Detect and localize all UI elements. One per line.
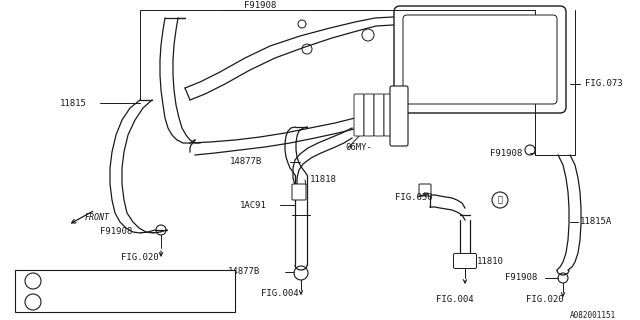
- Text: 06MY-: 06MY-: [345, 143, 372, 153]
- Text: F91908: F91908: [505, 274, 537, 283]
- Text: ①: ①: [497, 196, 502, 204]
- Text: ①: ①: [30, 298, 36, 307]
- FancyBboxPatch shape: [384, 94, 394, 136]
- Text: FRONT: FRONT: [85, 213, 110, 222]
- FancyBboxPatch shape: [394, 6, 566, 113]
- FancyBboxPatch shape: [454, 253, 477, 268]
- FancyBboxPatch shape: [403, 15, 557, 104]
- Text: FIG.073: FIG.073: [585, 79, 623, 89]
- Text: 11810: 11810: [477, 258, 504, 267]
- Text: F91908: F91908: [490, 148, 522, 157]
- Text: 1AC76  <-'05MY0505>: 1AC76 <-'05MY0505>: [57, 276, 152, 285]
- Text: 11815A: 11815A: [580, 218, 612, 227]
- FancyBboxPatch shape: [354, 94, 364, 136]
- Text: F91908: F91908: [244, 2, 276, 11]
- Text: FIG.020: FIG.020: [121, 253, 159, 262]
- Text: 11818: 11818: [310, 175, 337, 185]
- FancyBboxPatch shape: [292, 184, 306, 200]
- Text: A082001151: A082001151: [570, 310, 616, 319]
- Text: ①: ①: [30, 276, 36, 285]
- FancyBboxPatch shape: [419, 184, 431, 196]
- FancyBboxPatch shape: [390, 86, 408, 146]
- Text: FIG.004: FIG.004: [436, 295, 474, 305]
- Text: FIG.004: FIG.004: [261, 290, 299, 299]
- Text: 1AC881 <'06MY0504- >: 1AC881 <'06MY0504- >: [57, 298, 157, 307]
- Text: 1AC91: 1AC91: [240, 201, 267, 210]
- FancyBboxPatch shape: [364, 94, 374, 136]
- Bar: [15, 270, 235, 312]
- FancyBboxPatch shape: [374, 94, 384, 136]
- Text: 11815: 11815: [60, 99, 87, 108]
- Text: FIG.020: FIG.020: [526, 295, 564, 305]
- Text: 14877B: 14877B: [230, 157, 262, 166]
- Text: F91908: F91908: [100, 228, 132, 236]
- Text: 14877B: 14877B: [228, 268, 260, 276]
- Text: FIG.050: FIG.050: [395, 194, 433, 203]
